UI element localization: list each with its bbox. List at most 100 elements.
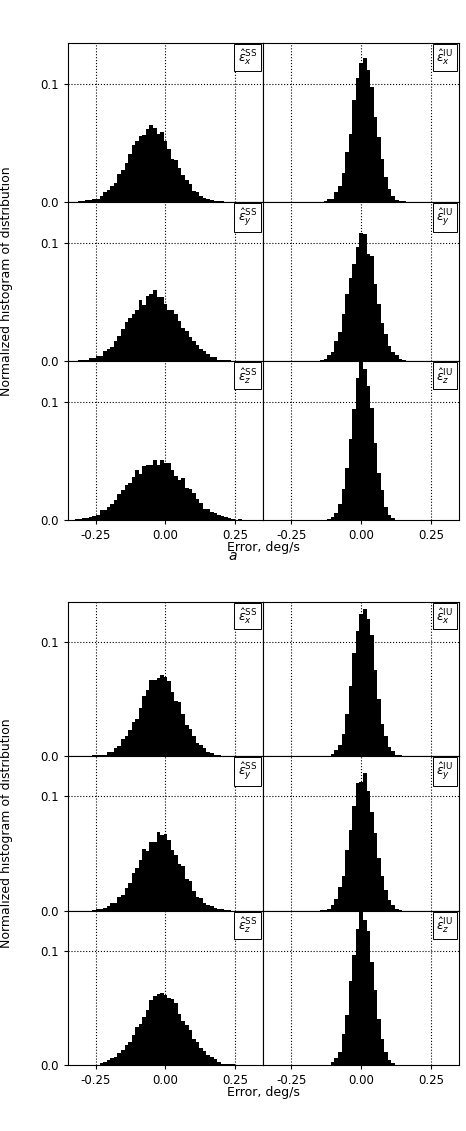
Bar	[160, 460, 164, 520]
Bar	[213, 200, 217, 202]
Bar	[103, 907, 107, 910]
Bar	[210, 200, 213, 202]
Bar	[366, 70, 370, 202]
Bar	[366, 792, 370, 910]
Bar	[135, 867, 139, 910]
Text: $\hat{\varepsilon}_{y}^{\mathrm{IU}}$: $\hat{\varepsilon}_{y}^{\mathrm{IU}}$	[436, 761, 453, 783]
Bar	[181, 478, 185, 520]
Bar	[189, 881, 192, 910]
Bar	[117, 1053, 121, 1065]
Bar	[381, 724, 384, 757]
Bar	[331, 353, 335, 361]
Text: Error, deg/s: Error, deg/s	[227, 1086, 300, 1098]
Bar	[220, 516, 224, 520]
Bar	[391, 751, 395, 757]
Bar	[196, 743, 199, 757]
Bar	[160, 132, 164, 202]
Bar	[217, 515, 220, 520]
Bar	[352, 409, 356, 520]
Bar	[196, 1042, 199, 1065]
Bar	[331, 905, 335, 910]
Bar	[164, 835, 167, 910]
Bar	[374, 990, 377, 1065]
Bar	[391, 196, 395, 202]
Bar	[228, 1064, 231, 1065]
Bar	[342, 734, 345, 757]
Bar	[189, 337, 192, 361]
Bar	[331, 199, 335, 202]
Bar	[160, 297, 164, 361]
Bar	[338, 887, 342, 910]
Bar	[199, 745, 203, 757]
Bar	[363, 369, 367, 520]
Bar	[203, 903, 206, 910]
Bar	[395, 200, 398, 202]
Bar	[335, 340, 338, 361]
Bar	[203, 198, 206, 202]
Bar	[185, 487, 189, 520]
Bar	[131, 1036, 135, 1065]
Bar	[114, 1057, 117, 1065]
Bar	[110, 752, 114, 757]
Bar	[335, 512, 338, 520]
Bar	[338, 1052, 342, 1065]
Bar	[199, 197, 203, 202]
Bar	[164, 995, 167, 1065]
Bar	[352, 265, 356, 361]
Bar	[349, 685, 352, 757]
Bar	[174, 1003, 178, 1065]
Bar	[107, 348, 110, 361]
Bar	[124, 484, 128, 520]
Bar	[192, 1038, 196, 1065]
Bar	[342, 489, 345, 520]
Bar	[124, 163, 128, 202]
Bar	[206, 905, 210, 910]
Bar	[192, 891, 196, 910]
Bar	[345, 468, 349, 520]
Bar	[192, 736, 196, 757]
Bar	[391, 905, 395, 910]
Bar	[199, 503, 203, 520]
Text: $\hat{\varepsilon}_{z}^{\mathrm{IU}}$: $\hat{\varepsilon}_{z}^{\mathrm{IU}}$	[436, 915, 453, 935]
Bar	[342, 1035, 345, 1065]
Bar	[192, 342, 196, 361]
Bar	[164, 304, 167, 361]
Bar	[157, 465, 160, 520]
Bar	[131, 873, 135, 910]
Bar	[114, 183, 117, 202]
Bar	[384, 507, 388, 520]
Text: $\hat{\varepsilon}_{z}^{\mathrm{SS}}$: $\hat{\varepsilon}_{z}^{\mathrm{SS}}$	[238, 915, 257, 935]
Bar	[167, 311, 171, 361]
Bar	[338, 504, 342, 520]
Bar	[135, 470, 139, 520]
Bar	[135, 141, 139, 202]
Bar	[395, 355, 398, 361]
Bar	[320, 360, 324, 361]
Bar	[181, 328, 185, 361]
Text: $\hat{\varepsilon}_{x}^{\mathrm{IU}}$: $\hat{\varepsilon}_{x}^{\mathrm{IU}}$	[436, 606, 453, 625]
Bar	[117, 897, 121, 910]
Bar	[121, 329, 124, 361]
Bar	[342, 173, 345, 202]
Bar	[82, 518, 85, 520]
Bar	[374, 671, 377, 757]
Bar	[96, 515, 100, 520]
Bar	[370, 87, 374, 202]
Bar	[384, 178, 388, 202]
Text: Error, deg/s: Error, deg/s	[227, 541, 300, 553]
Bar	[377, 857, 381, 910]
Bar	[139, 474, 142, 520]
Bar	[178, 321, 181, 361]
Bar	[210, 752, 213, 757]
Bar	[356, 247, 359, 361]
Bar	[121, 171, 124, 202]
Bar	[167, 840, 171, 910]
Bar	[203, 1051, 206, 1065]
Bar	[110, 504, 114, 520]
Bar	[178, 864, 181, 910]
Bar	[335, 1059, 338, 1065]
Bar	[327, 519, 331, 520]
Bar	[178, 169, 181, 202]
Bar	[213, 908, 217, 910]
Bar	[203, 352, 206, 361]
